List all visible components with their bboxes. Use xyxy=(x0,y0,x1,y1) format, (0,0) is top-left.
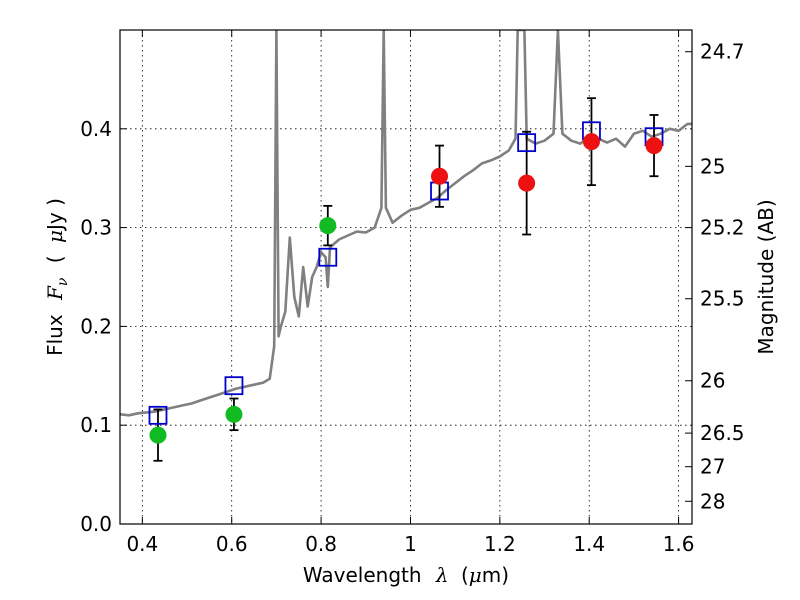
y2-tick-label: 26 xyxy=(700,369,725,393)
plot-frame xyxy=(119,29,693,525)
y2-tick-label: 25.5 xyxy=(700,287,745,311)
y2-tick-label: 24.7 xyxy=(700,40,745,64)
x-tick-label: 0.8 xyxy=(305,532,337,556)
x-tick-label: 1.2 xyxy=(484,532,516,556)
model-square-point xyxy=(148,405,168,425)
model-square-point xyxy=(517,133,537,153)
y2-axis-label: Magnitude (AB) xyxy=(754,199,778,354)
observed-point xyxy=(582,133,600,151)
x-tick-label: 1.6 xyxy=(663,532,695,556)
x-tick-label: 0.4 xyxy=(126,532,158,556)
y-axis-label: Flux Fν ( μJy ) xyxy=(43,198,72,356)
observed-point xyxy=(518,174,536,192)
circle-layer xyxy=(149,133,663,444)
y-tick-label: 0.0 xyxy=(80,512,112,536)
square-layer xyxy=(148,121,664,425)
y-axis: 0.0 0.1 0.2 0.3 0.4 xyxy=(80,117,127,536)
y2-axis: 24.7 25 25.2 25.5 26 26.5 27 28 xyxy=(685,40,745,513)
x-axis: 0.4 0.6 0.8 1 1.2 1.4 1.6 xyxy=(126,30,695,556)
observed-point xyxy=(225,405,243,423)
observed-point xyxy=(149,426,167,444)
y2-tick-label: 25.2 xyxy=(700,216,745,240)
observed-point xyxy=(431,167,449,185)
y-tick-label: 0.2 xyxy=(80,314,112,338)
y2-tick-label: 27 xyxy=(700,455,725,479)
grid xyxy=(120,30,692,525)
y-tick-label: 0.4 xyxy=(80,117,112,141)
errorbar-layer xyxy=(153,97,659,462)
x-tick-label: 1.4 xyxy=(573,532,605,556)
y-tick-label: 0.1 xyxy=(80,413,112,437)
y2-tick-label: 25 xyxy=(700,154,725,178)
y-tick-label: 0.3 xyxy=(80,216,112,240)
x-tick-label: 0.6 xyxy=(216,532,248,556)
y2-tick-label: 28 xyxy=(700,489,725,513)
x-axis-label: Wavelength λ (μm) xyxy=(303,563,509,587)
x-tick-label: 1 xyxy=(404,532,417,556)
plot-area xyxy=(120,30,692,462)
spectrum-line xyxy=(120,30,692,417)
model-square-point xyxy=(224,376,244,396)
y2-tick-label: 26.5 xyxy=(700,421,745,445)
model-square-point xyxy=(318,247,338,267)
observed-point xyxy=(645,137,663,155)
spectrum-layer xyxy=(120,30,692,417)
observed-point xyxy=(319,217,337,235)
